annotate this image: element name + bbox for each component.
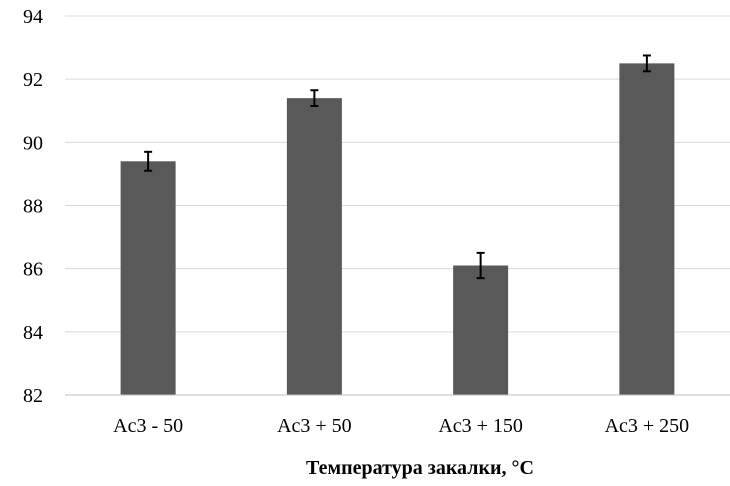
x-tick-label: Ac3 + 250: [605, 415, 690, 437]
y-tick-label: 86: [23, 259, 43, 281]
bar: [619, 63, 675, 395]
x-axis-tick-labels: Ac3 - 50 Ac3 + 50 Ac3 + 150 Ac3 + 250: [113, 415, 689, 437]
y-tick-label: 92: [23, 69, 43, 91]
x-tick-label: Ac3 + 150: [438, 415, 523, 437]
x-tick-label: Ac3 - 50: [113, 415, 183, 437]
error-bar: [144, 150, 153, 172]
bar: [453, 265, 509, 395]
error-bars: [144, 54, 651, 280]
y-tick-label: 88: [23, 196, 43, 218]
y-tick-label: 94: [23, 6, 43, 28]
y-tick-label: 82: [23, 385, 43, 407]
gridlines: [65, 15, 730, 333]
error-bar: [642, 54, 651, 73]
error-bar: [476, 251, 485, 280]
bar: [286, 98, 342, 395]
bar: [120, 161, 176, 395]
y-tick-label: 84: [23, 322, 43, 344]
error-bar: [310, 89, 319, 108]
y-axis-tick-labels: 82 84 86 88 90 92 94: [23, 6, 43, 407]
bars: [120, 63, 675, 395]
x-tick-label: Ac3 + 50: [277, 415, 352, 437]
y-tick-label: 90: [23, 132, 43, 154]
x-axis-title: Температура закалки, °С: [306, 457, 534, 479]
